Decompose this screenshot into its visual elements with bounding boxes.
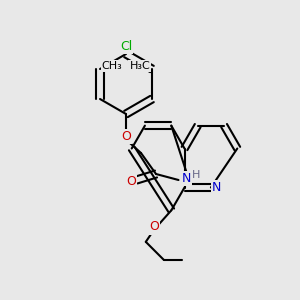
Text: Cl: Cl: [120, 40, 132, 53]
Text: H: H: [192, 169, 201, 180]
Text: N: N: [181, 172, 191, 185]
Text: CH₃: CH₃: [102, 61, 122, 71]
Text: H₃C: H₃C: [130, 61, 150, 71]
Text: O: O: [126, 175, 136, 188]
Text: O: O: [149, 220, 159, 233]
Text: O: O: [121, 130, 131, 143]
Text: N: N: [212, 181, 222, 194]
